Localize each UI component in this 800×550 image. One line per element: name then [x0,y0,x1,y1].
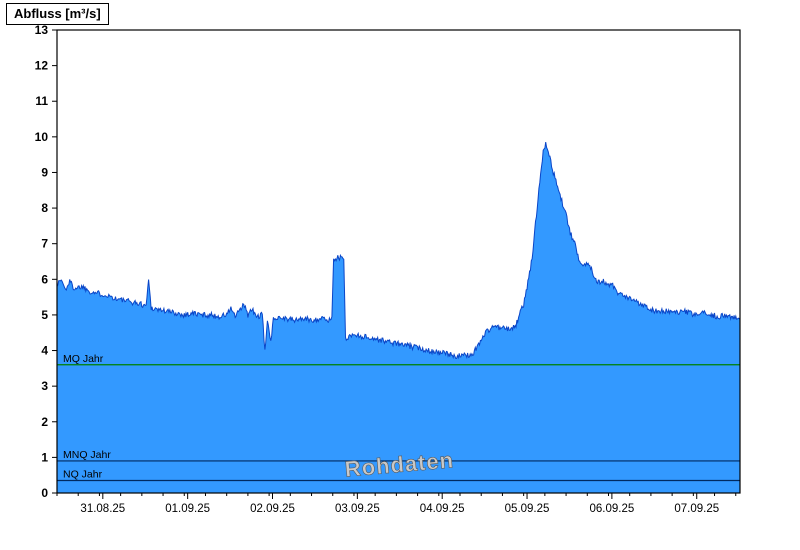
x-tick-label: 03.09.25 [335,503,380,515]
y-tick-label: 8 [41,201,48,215]
x-tick-label: 02.09.25 [250,503,295,515]
y-tick-label: 3 [41,379,48,393]
y-tick-label: 9 [41,165,48,179]
y-tick-label: 13 [35,23,49,37]
y-tick-label: 7 [41,237,48,251]
y-tick-label: 11 [35,94,48,108]
x-tick-label: 05.09.25 [505,503,550,515]
x-tick-label: 31.08.25 [80,503,125,515]
discharge-series [56,142,741,493]
x-tick-label: 01.09.25 [165,503,210,515]
discharge-line [56,142,741,360]
y-tick-label: 0 [41,486,48,500]
y-axis-title-box: Abfluss [m³/s] [6,3,109,25]
x-tick-label: 07.09.25 [674,503,719,515]
x-tick-label: 04.09.25 [420,503,465,515]
y-tick-label: 6 [41,272,48,286]
reference-line-label: MQ Jahr [63,353,104,365]
x-tick-label: 06.09.25 [590,503,635,515]
reference-line-label: MNQ Jahr [63,449,111,461]
discharge-area [57,142,740,493]
reference-lines: MQ Jahr MNQ Jahr NQ Jahr [57,353,740,482]
y-tick-label: 4 [41,344,48,358]
plot-frame [56,29,741,494]
y-tick-label: 5 [41,308,48,322]
y-tick-label: 10 [35,130,49,144]
reference-line-label: NQ Jahr [63,469,103,481]
y-tick-label: 12 [35,59,49,73]
y-tick-label: 1 [41,450,48,464]
y-tick-label: 2 [41,415,48,429]
